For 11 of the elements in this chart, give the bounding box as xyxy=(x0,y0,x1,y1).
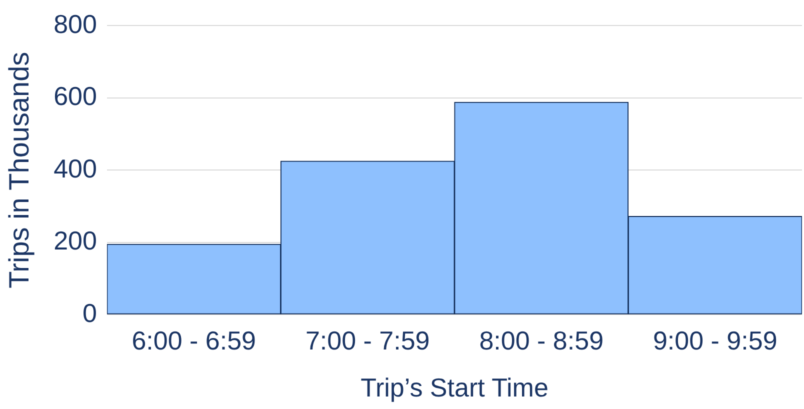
x-tick-label: 6:00 - 6:59 xyxy=(132,325,256,356)
y-tick-label: 800 xyxy=(54,8,97,39)
y-tick-label: 0 xyxy=(82,298,97,328)
x-tick-label: 9:00 - 9:59 xyxy=(652,325,778,356)
y-axis-title: Trips in Thousands xyxy=(4,52,35,288)
x-axis-title: Trip’s Start Time xyxy=(360,372,548,403)
y-tick-label: 400 xyxy=(54,153,97,184)
y-tick-label: 200 xyxy=(54,226,97,256)
x-tick-label: 7:00 - 7:59 xyxy=(305,325,430,356)
x-tick-label: 8:00 - 8:59 xyxy=(479,325,604,356)
y-tick-label: 600 xyxy=(54,81,97,112)
